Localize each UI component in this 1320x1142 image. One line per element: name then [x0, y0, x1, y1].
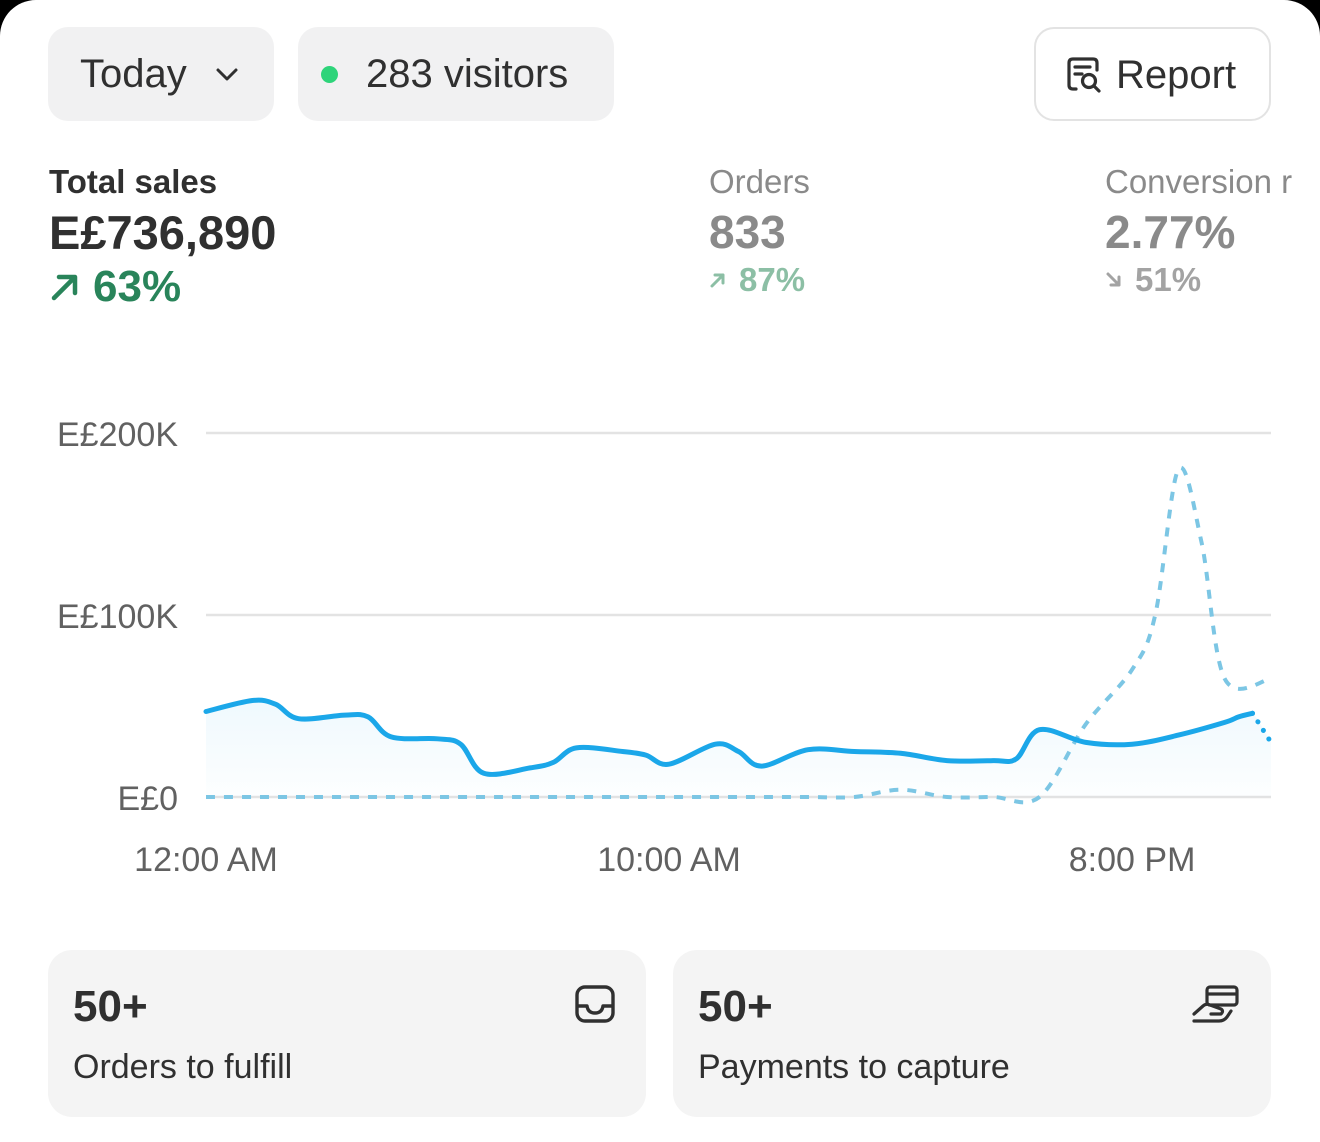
arrow-down-right-icon [1106, 272, 1121, 287]
comparison-series-line [205, 465, 1272, 805]
metric-orders[interactable]: Orders 833 87% [709, 163, 810, 299]
x-tick-label: 10:00 AM [597, 841, 741, 879]
date-range-label: Today [80, 51, 187, 96]
projected-series-line [1250, 710, 1274, 745]
card-count: 50+ [73, 982, 148, 1031]
series-area [206, 700, 1271, 797]
card-count: 50+ [698, 982, 773, 1031]
y-tick-label: E£200K [57, 416, 178, 454]
arrow-up-right-icon [710, 273, 725, 288]
metric-delta-value: 87% [739, 261, 806, 298]
metric-conversion-rate[interactable]: Conversion r 2.77% 51% [1105, 163, 1292, 299]
live-visitors-button[interactable]: 283 visitors [298, 27, 614, 121]
x-tick-label: 12:00 AM [134, 841, 278, 879]
card-label: Payments to capture [698, 1048, 1010, 1086]
metric-delta-value: 51% [1135, 261, 1202, 298]
chevron-down-icon [216, 68, 238, 81]
y-tick-label: E£0 [118, 780, 179, 818]
orders-to-fulfill-card[interactable]: 50+ Orders to fulfill [48, 950, 646, 1117]
date-range-selector[interactable]: Today [48, 27, 274, 121]
sales-chart: E£0 E£100K E£200K 12:00 AM 10:00 AM 8:00 PM [57, 416, 1274, 879]
metric-delta: 51% [1105, 261, 1292, 299]
report-label: Report [1116, 53, 1237, 97]
report-button[interactable]: Report [1034, 27, 1271, 121]
live-status-dot [321, 66, 338, 83]
current-series-line [203, 697, 1255, 777]
payments-to-capture-card[interactable]: 50+ Payments to capture [673, 950, 1271, 1117]
metric-delta: 87% [709, 261, 810, 299]
metric-value: 2.77% [1105, 206, 1236, 258]
card-label: Orders to fulfill [73, 1048, 293, 1086]
visitors-count: 283 visitors [366, 51, 569, 96]
metric-value: 833 [709, 206, 786, 258]
metric-label: Conversion r [1105, 163, 1293, 200]
metric-label: Total sales [49, 163, 218, 200]
metric-total-sales[interactable]: Total sales E£736,890 63% [49, 163, 276, 312]
y-tick-label: E£100K [57, 598, 178, 636]
hand-card-icon [1192, 985, 1239, 1023]
metric-label: Orders [709, 163, 810, 200]
arrow-up-right-icon [51, 274, 78, 301]
inbox-icon [575, 985, 615, 1023]
metric-delta-value: 63% [93, 262, 182, 311]
report-icon [1067, 57, 1101, 93]
metric-value: E£736,890 [49, 206, 277, 259]
x-tick-label: 8:00 PM [1069, 841, 1196, 879]
metric-delta: 63% [49, 262, 276, 312]
